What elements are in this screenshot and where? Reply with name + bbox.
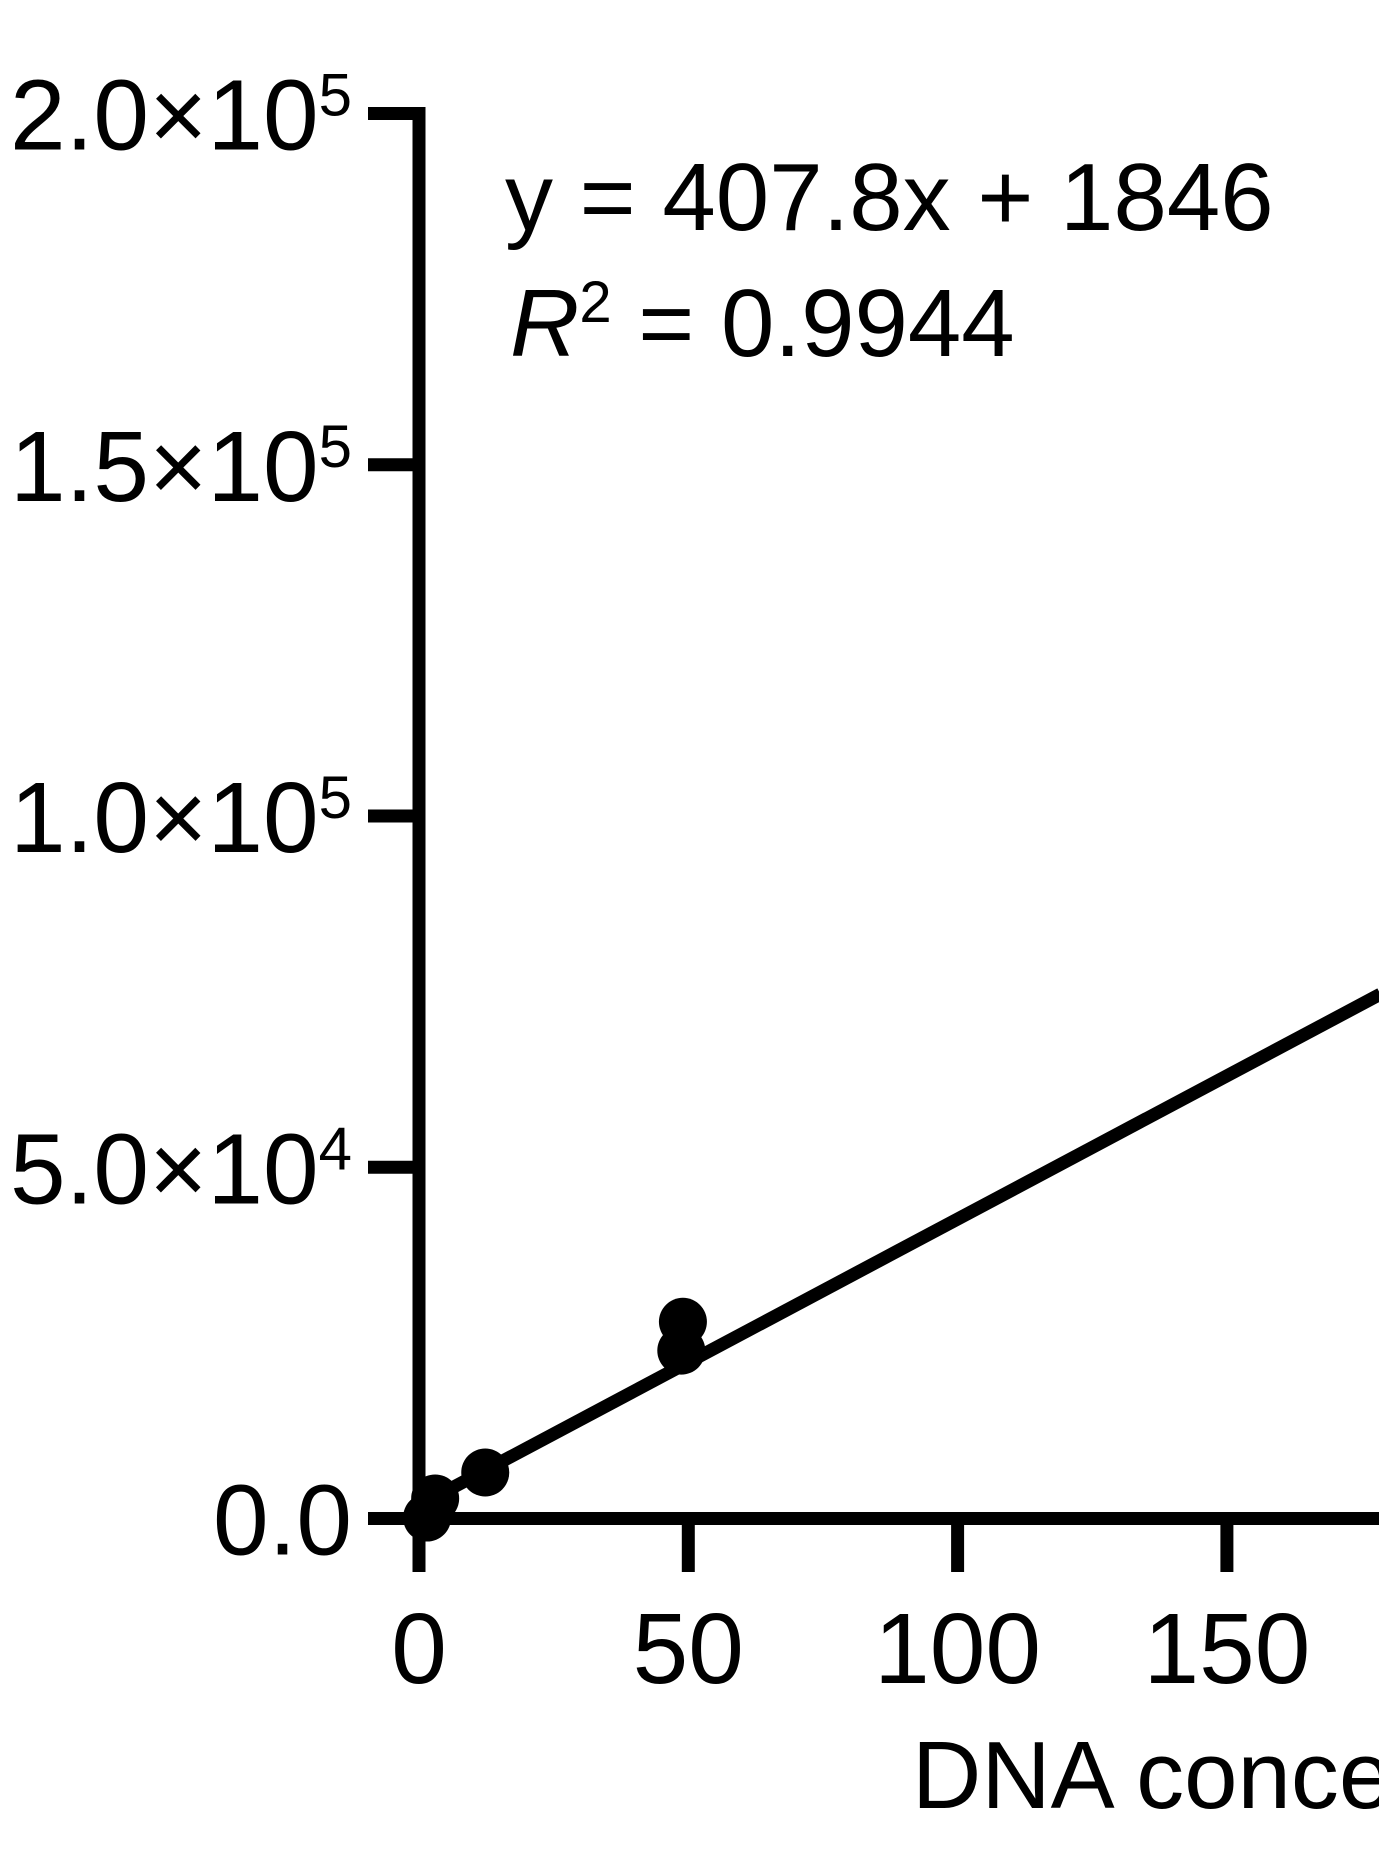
r-squared-text: R2 = 0.9944	[510, 270, 1015, 377]
y-tick-label: 2.0×105	[10, 60, 352, 172]
y-tick-exponent: 5	[319, 413, 352, 480]
y-tick-mantissa: 5.0×10	[10, 1113, 319, 1225]
r-squared-superscript: 2	[579, 270, 611, 335]
x-axis-title: DNA conce	[912, 1722, 1379, 1829]
data-points	[403, 1297, 707, 1542]
fit-equation-text: y = 407.8x + 1846	[505, 144, 1274, 251]
data-point	[461, 1448, 510, 1497]
y-tick-exponent: 4	[319, 1115, 352, 1182]
y-tick-label: 0.0	[213, 1465, 352, 1577]
data-point	[411, 1474, 460, 1523]
x-tick-label: 50	[633, 1593, 744, 1705]
x-tick-label: 0	[391, 1593, 447, 1705]
regression-line	[415, 988, 1379, 1512]
y-tick-label: 1.5×105	[10, 411, 352, 523]
y-tick-exponent: 5	[319, 764, 352, 831]
r-squared-value: = 0.9944	[612, 270, 1015, 377]
y-tick-exponent: 5	[319, 62, 352, 129]
x-axis-tick-labels: 0 50 100 150	[391, 1593, 1310, 1705]
y-tick-mantissa: 0.0	[213, 1465, 352, 1577]
y-tick-label: 1.0×105	[10, 762, 352, 874]
x-tick-label: 150	[1143, 1593, 1310, 1705]
r-squared-variable: R	[510, 270, 579, 377]
x-tick-label: 100	[874, 1593, 1041, 1705]
y-tick-mantissa: 1.0×10	[10, 762, 319, 874]
data-point	[658, 1297, 707, 1346]
y-tick-mantissa: 1.5×10	[10, 411, 319, 523]
y-tick-label: 5.0×104	[10, 1113, 352, 1225]
y-tick-mantissa: 2.0×10	[10, 60, 319, 172]
